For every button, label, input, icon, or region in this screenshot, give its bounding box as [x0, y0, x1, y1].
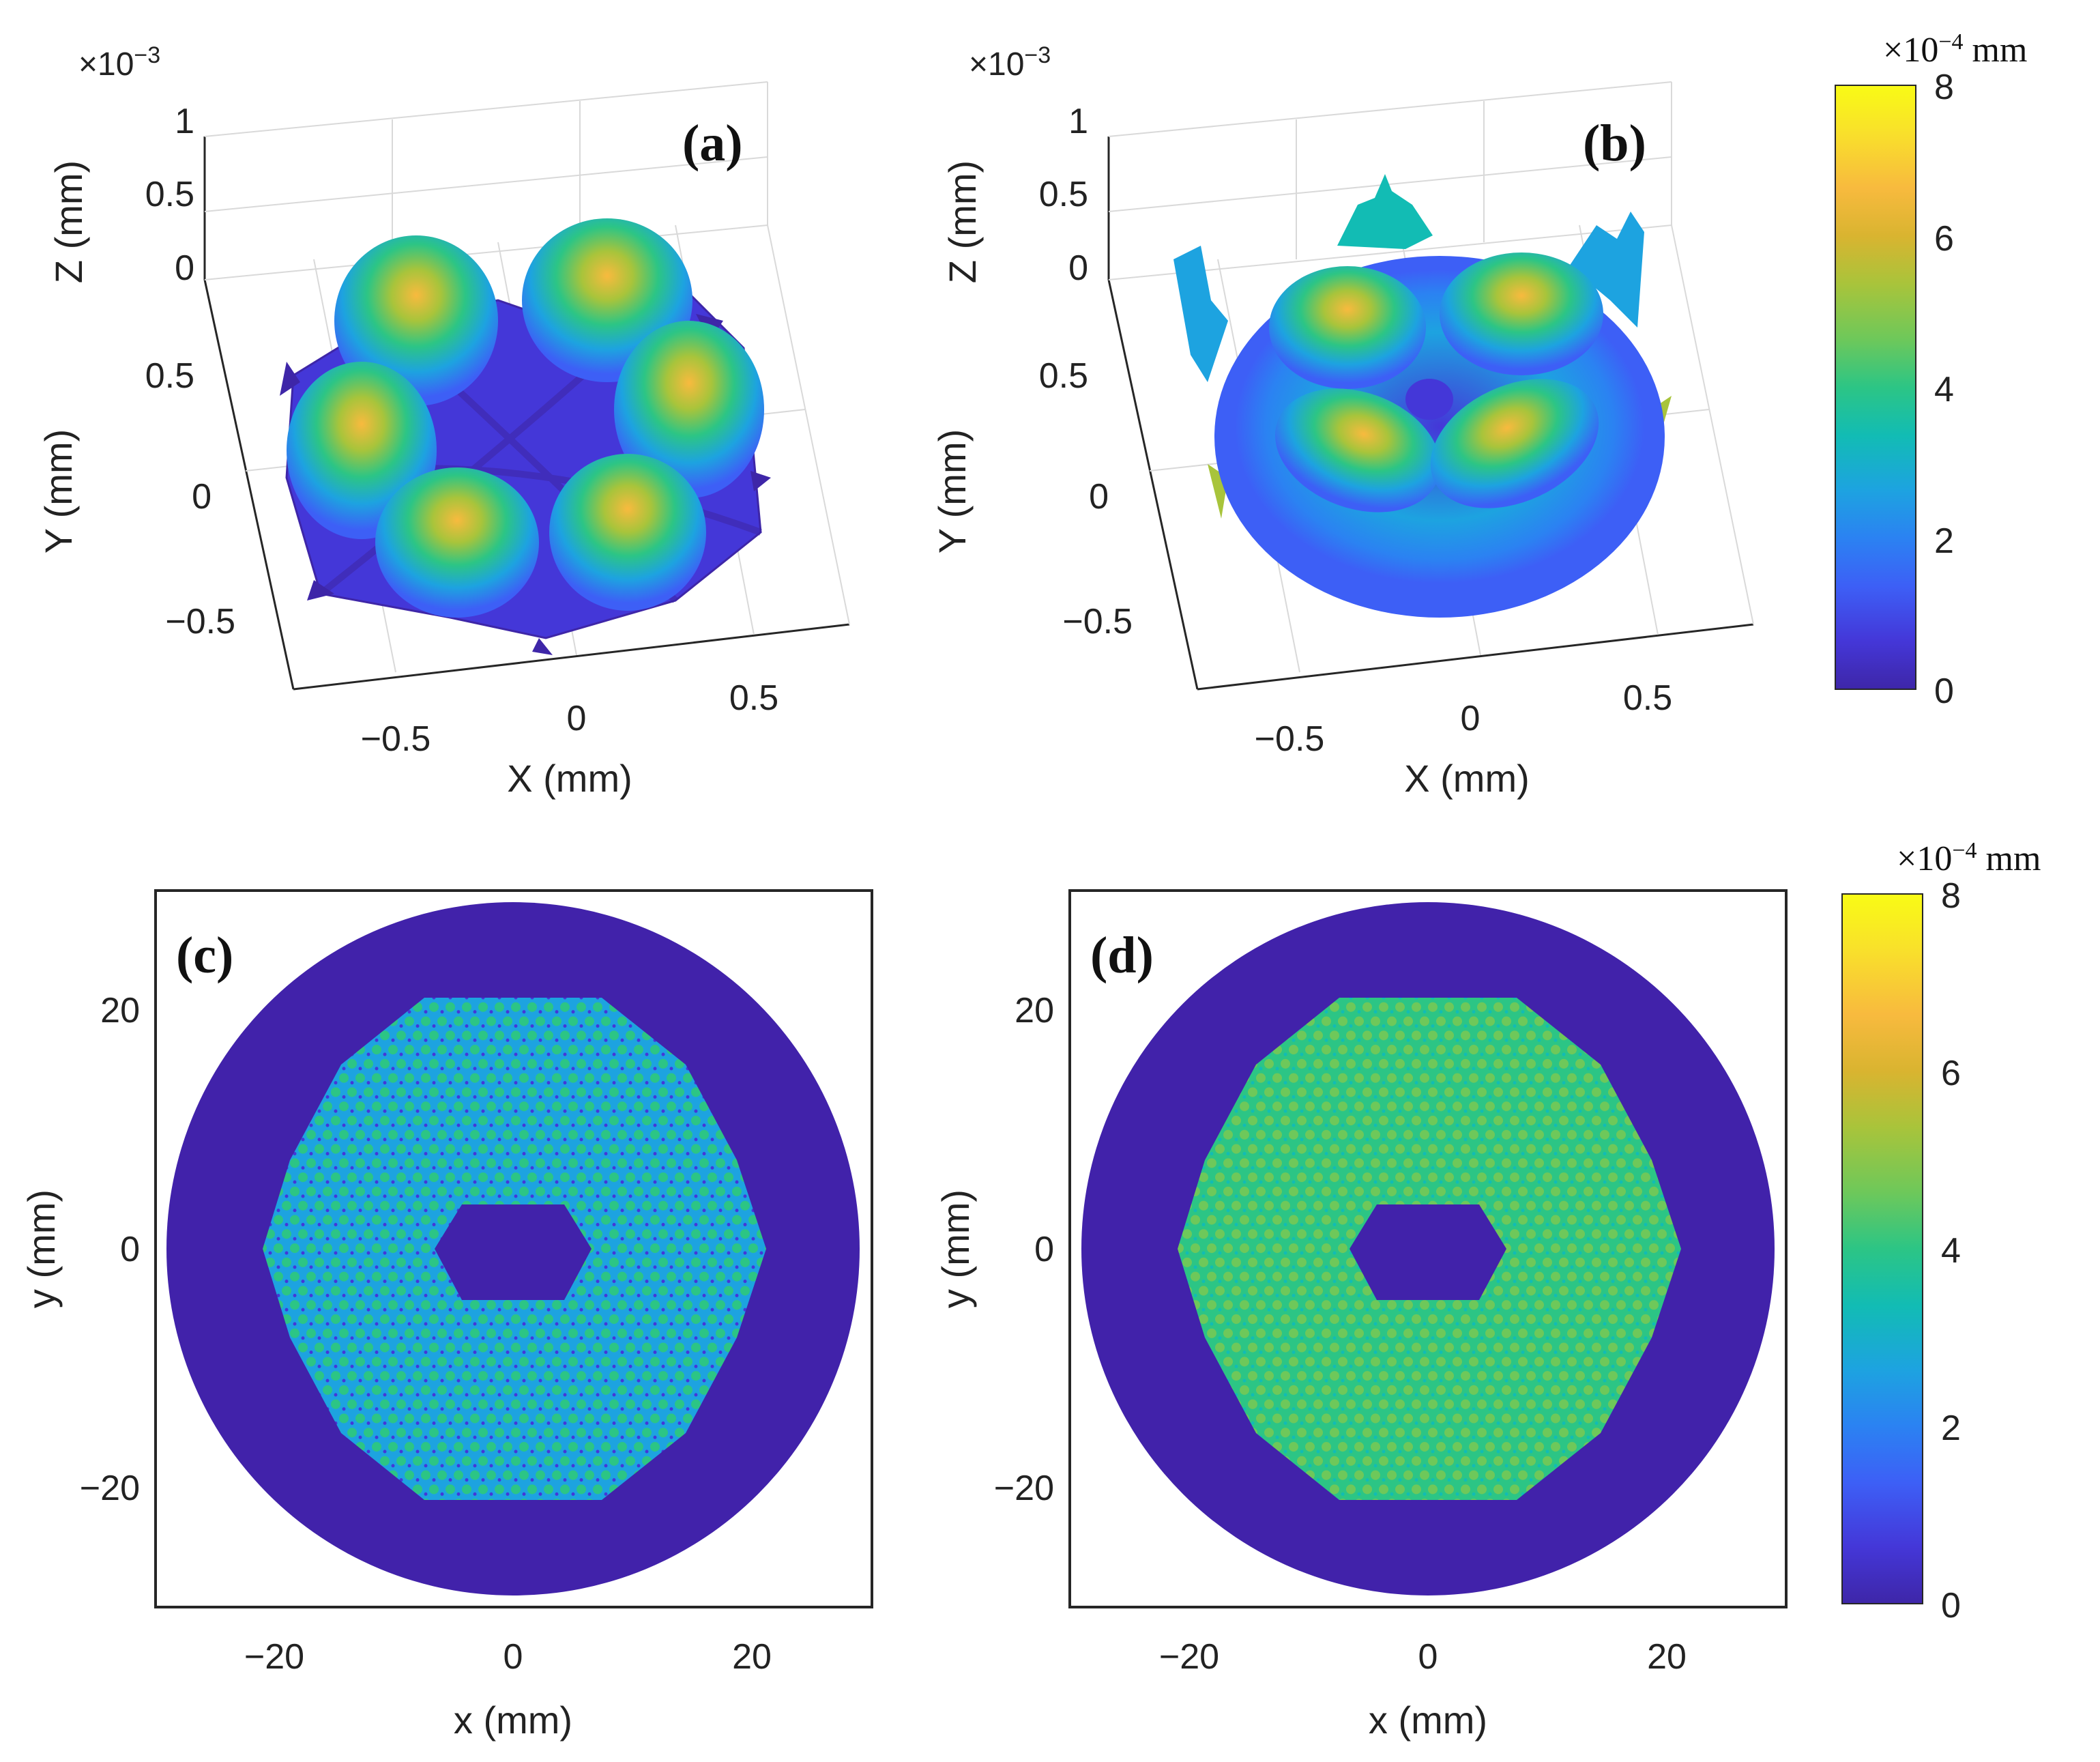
panel-d-x-tick: 20 — [1647, 1637, 1687, 1677]
colorbar-bottom-tick: 2 — [1941, 1409, 1961, 1448]
panel-a-x-tick: −0.5 — [361, 719, 431, 759]
panel-c-label: (c) — [176, 927, 233, 984]
colorbar-bottom-tick: 0 — [1941, 1586, 1961, 1626]
panel-b-z-ticks: 1 0.5 0 — [1039, 102, 1088, 288]
panel-a-zlabel: Z (mm) — [47, 160, 90, 283]
panel-b-z-tick: 0.5 — [1039, 175, 1088, 214]
panel-d-y-ticks: 20 0 −20 — [994, 991, 1054, 1508]
colorbar-top: ×10−4 mm 8 6 4 2 0 — [1835, 29, 2027, 711]
panel-b-x-tick: 0 — [1461, 699, 1481, 738]
panel-a-z-tick: 0 — [175, 248, 194, 288]
panel-b-x-tick: 0.5 — [1623, 678, 1672, 718]
panel-b-lobe — [1430, 379, 1599, 508]
colorbar-bottom-unit: ×10−4 mm — [1897, 838, 2041, 878]
panel-b-lobe — [1440, 252, 1603, 375]
panel-b-rim-spike — [1173, 246, 1228, 382]
panel-b-xlabel: X (mm) — [1404, 757, 1530, 800]
panel-b-z-multiplier: ×10−3 — [969, 42, 1051, 83]
panel-b-center-dip — [1405, 379, 1453, 420]
panel-a-y-tick: 0 — [192, 477, 212, 517]
panel-b-rim-spike — [1569, 212, 1644, 328]
colorbar-top-tick: 4 — [1934, 370, 1954, 409]
colorbar-bottom-tick: 8 — [1941, 876, 1961, 916]
panel-c: −20 0 20 x (mm) 20 0 −20 y (mm) (c) — [20, 889, 873, 1742]
panel-b-y-ticks: 0.5 0 −0.5 — [1039, 356, 1133, 641]
panel-b-z-tick: 0 — [1068, 248, 1088, 288]
panel-d-x-tick: −20 — [1159, 1637, 1219, 1677]
panel-a-lobe — [549, 454, 706, 611]
panel-d-x-ticks: −20 0 20 — [1159, 1637, 1687, 1677]
panel-a-lobe — [614, 321, 764, 498]
panel-b-zlabel: Z (mm) — [941, 160, 984, 283]
panel-d-center-hole — [1350, 1204, 1506, 1300]
panel-c-ylabel: y (mm) — [20, 1189, 63, 1308]
panel-b-y-tick: 0 — [1089, 477, 1109, 517]
colorbar-bottom-ticks: 8 6 4 2 0 — [1941, 876, 1961, 1626]
panel-d-x-tick: 0 — [1418, 1637, 1438, 1677]
panel-b-x-ticks: −0.5 0 0.5 — [1255, 678, 1672, 759]
panel-c-x-tick: 20 — [732, 1637, 772, 1677]
panel-b-lobe — [1269, 266, 1426, 389]
panel-d-y-tick: −20 — [994, 1469, 1054, 1508]
colorbar-bottom: ×10−4 mm 8 6 4 2 0 — [1841, 838, 2041, 1626]
panel-a-lobe — [375, 467, 539, 618]
panel-c-y-tick: 20 — [100, 991, 140, 1030]
panel-a-x-tick: 0 — [567, 699, 587, 738]
panel-d-label: (d) — [1090, 927, 1154, 984]
colorbar-top-unit: ×10−4 mm — [1883, 29, 2027, 70]
panel-a-xlabel: X (mm) — [507, 757, 632, 800]
colorbar-bottom-tick: 4 — [1941, 1231, 1961, 1271]
panel-b-y-tick: −0.5 — [1062, 602, 1133, 641]
panel-c-xlabel: x (mm) — [454, 1699, 572, 1742]
panel-a-ylabel: Y (mm) — [37, 429, 80, 554]
panel-c-y-ticks: 20 0 −20 — [80, 991, 140, 1508]
colorbar-top-tick: 8 — [1934, 68, 1954, 107]
panel-a-y-tick: −0.5 — [165, 602, 235, 641]
panel-c-center-hole — [435, 1204, 592, 1300]
panel-a-label: (a) — [682, 115, 743, 172]
panel-b-z-tick: 1 — [1068, 102, 1088, 141]
colorbar-top-tick: 0 — [1934, 671, 1954, 711]
panel-c-x-tick: −20 — [244, 1637, 304, 1677]
panel-b-axes-box — [1107, 136, 1754, 691]
colorbar-top-ticks: 8 6 4 2 0 — [1934, 68, 1954, 711]
colorbar-top-tick: 2 — [1934, 521, 1954, 561]
panel-b: ×10−3 1 0.5 0 Z (mm) 0.5 0 −0.5 Y (mm) −… — [931, 42, 1754, 800]
panel-b-label: (b) — [1583, 115, 1646, 172]
panel-d-ylabel: y (mm) — [934, 1189, 977, 1308]
panel-b-rim-spike — [1337, 174, 1433, 249]
panel-c-y-tick: −20 — [80, 1469, 140, 1508]
panel-a-z-tick: 0.5 — [145, 175, 194, 214]
colorbar-top-bar — [1835, 85, 1916, 690]
colorbar-bottom-tick: 6 — [1941, 1054, 1961, 1093]
panel-b-lobe — [1274, 388, 1441, 512]
panel-a-x-tick: 0.5 — [729, 678, 778, 718]
colorbar-bottom-bar — [1841, 893, 1923, 1604]
panel-c-x-ticks: −20 0 20 — [244, 1637, 772, 1677]
panel-c-y-tick: 0 — [120, 1230, 140, 1269]
panel-a-axes-box — [203, 136, 850, 691]
panel-a-z-tick: 1 — [175, 102, 194, 141]
panel-b-surface — [1173, 174, 1672, 618]
panel-b-ylabel: Y (mm) — [931, 429, 974, 554]
panel-b-y-tick: 0.5 — [1039, 356, 1088, 396]
panel-a-y-ticks: 0.5 0 −0.5 — [145, 356, 235, 641]
panel-a-z-ticks: 1 0.5 0 — [145, 102, 194, 288]
panel-a-y-tick: 0.5 — [145, 356, 194, 396]
panel-a: ×10−3 1 0.5 0 Z (mm) 0.5 0 −0.5 Y (mm) −… — [37, 42, 850, 800]
panel-d: −20 0 20 x (mm) 20 0 −20 y (mm) (d) — [934, 889, 1788, 1742]
panel-d-y-tick: 0 — [1034, 1230, 1054, 1269]
panel-c-x-tick: 0 — [504, 1637, 523, 1677]
panel-b-x-tick: −0.5 — [1255, 719, 1325, 759]
panel-a-surface — [280, 218, 771, 655]
panel-d-y-tick: 20 — [1015, 991, 1054, 1030]
colorbar-top-tick: 6 — [1934, 219, 1954, 259]
panel-d-xlabel: x (mm) — [1369, 1699, 1487, 1742]
panel-a-x-ticks: −0.5 0 0.5 — [361, 678, 778, 759]
panel-a-z-multiplier: ×10−3 — [78, 42, 160, 83]
